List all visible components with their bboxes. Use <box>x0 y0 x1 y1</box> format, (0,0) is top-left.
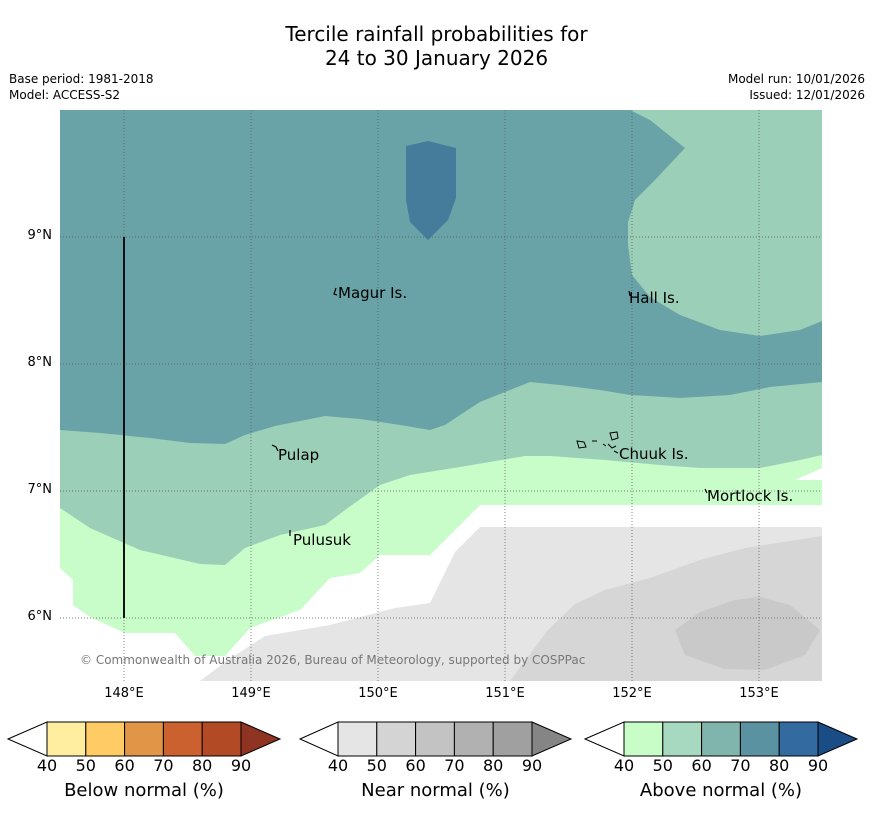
colorbar-near-tick-80: 80 <box>483 756 504 775</box>
colorbar-below-cell-80 <box>201 721 242 757</box>
issued-date: Issued: 12/01/2026 <box>749 88 865 102</box>
mortlock-island-shape <box>704 488 708 494</box>
colorbar-near-cell-50 <box>376 721 417 757</box>
y-tick-7n: 7°N <box>27 482 53 497</box>
colorbar-below-upper-extension <box>240 721 282 757</box>
colorbar-above-cell-50 <box>662 721 703 757</box>
colorbar-below-cell-60 <box>124 721 164 757</box>
title-line-2: 24 to 30 January 2026 <box>324 46 549 70</box>
colorbar-above-upper-extension <box>817 721 859 757</box>
x-tick-149e: 149°E <box>231 686 271 701</box>
y-tick-9n: 9°N <box>27 228 53 243</box>
colorbar-below-cell-40 <box>46 721 87 757</box>
x-tick-148e: 148°E <box>104 686 144 701</box>
colorbar-near-tick-60: 60 <box>405 756 426 775</box>
colorbar-near-cell-40 <box>337 721 378 757</box>
colorbar-near-cell-80 <box>492 721 533 757</box>
colorbar-above-cell-60 <box>701 721 741 757</box>
y-tick-8n: 8°N <box>27 355 53 370</box>
colorbar-above-tick-50: 50 <box>652 756 673 775</box>
meta-left: Base period: 1981-2018 Model: ACCESS-S2 <box>9 71 154 103</box>
x-tick-151e: 151°E <box>485 686 525 701</box>
colorbar-near-lower-extension <box>298 721 339 757</box>
meta-right: Model run: 10/01/2026 Issued: 12/01/2026 <box>728 71 865 103</box>
colorbar-below-cell-50 <box>85 721 126 757</box>
x-tick-150e: 150°E <box>358 686 398 701</box>
colorbar-below-tick-70: 70 <box>153 756 174 775</box>
colorbar-near-cell-70 <box>453 721 494 757</box>
colorbar-above-lower-extension <box>583 721 625 757</box>
colorbar-near-tick-70: 70 <box>444 756 465 775</box>
colorbar-above-tick-40: 40 <box>613 756 635 775</box>
above-normal-80-region <box>406 141 456 240</box>
model-name: Model: ACCESS-S2 <box>9 88 121 102</box>
colorbar-near-title: Near normal (%) <box>361 780 510 801</box>
near-normal-60-region <box>675 597 820 670</box>
y-tick-6n: 6°N <box>27 609 53 624</box>
colorbar-near <box>298 721 573 757</box>
colorbar-above-title: Above normal (%) <box>639 780 803 801</box>
map-title: Tercile rainfall probabilities for 24 to… <box>0 22 873 70</box>
colorbar-above-tick-60: 60 <box>691 756 712 775</box>
colorbar-near-cell-60 <box>415 721 455 757</box>
colorbar-below-cell-70 <box>162 721 203 757</box>
colorbar-above-tick-70: 70 <box>730 756 751 775</box>
model-run: Model run: 10/01/2026 <box>727 72 865 86</box>
x-tick-152e: 152°E <box>612 686 652 701</box>
copyright-notice: © Commonwealth of Australia 2026, Bureau… <box>80 653 586 667</box>
colorbar-above-tick-80: 80 <box>769 756 790 775</box>
colorbar-near-tick-50: 50 <box>366 756 387 775</box>
colorbar-below-tick-90: 90 <box>230 756 252 775</box>
colorbar-above-tick-90: 90 <box>807 756 829 775</box>
label-magur: Magur Is. <box>338 284 408 302</box>
x-tick-153e: 153°E <box>739 686 779 701</box>
base-period: Base period: 1981-2018 <box>9 72 154 86</box>
magur-island-shape <box>333 287 338 296</box>
pulap-island-shape <box>271 444 279 452</box>
colorbar-below <box>6 721 282 757</box>
chuuk-islands-shapes <box>576 431 619 454</box>
colorbar-below-tick-50: 50 <box>75 756 96 775</box>
label-pulap: Pulap <box>278 446 320 464</box>
label-pulusuk: Pulusuk <box>293 531 351 549</box>
map-area <box>60 110 822 681</box>
title-line-1: Tercile rainfall probabilities for <box>285 22 588 46</box>
colorbar-below-title: Below normal (%) <box>64 780 224 801</box>
colorbar-above-cell-80 <box>778 721 819 757</box>
hall-island-shape <box>628 290 631 297</box>
colorbar-below-tick-40: 40 <box>36 756 58 775</box>
colorbar-below-tick-80: 80 <box>192 756 213 775</box>
colorbar-near-upper-extension <box>531 721 573 757</box>
colorbar-above-cell-40 <box>623 721 664 757</box>
label-hall: Hall Is. <box>629 289 680 307</box>
colorbar-near-tick-90: 90 <box>521 756 543 775</box>
colorbar-below-tick-60: 60 <box>114 756 135 775</box>
colorbar-below-lower-extension <box>6 721 48 757</box>
colorbar-above <box>583 721 859 757</box>
label-mortlock: Mortlock Is. <box>707 487 794 505</box>
colorbar-near-tick-40: 40 <box>327 756 349 775</box>
above-normal-70-region <box>60 110 822 444</box>
label-chuuk: Chuuk Is. <box>619 445 689 463</box>
colorbar-above-cell-70 <box>739 721 780 757</box>
